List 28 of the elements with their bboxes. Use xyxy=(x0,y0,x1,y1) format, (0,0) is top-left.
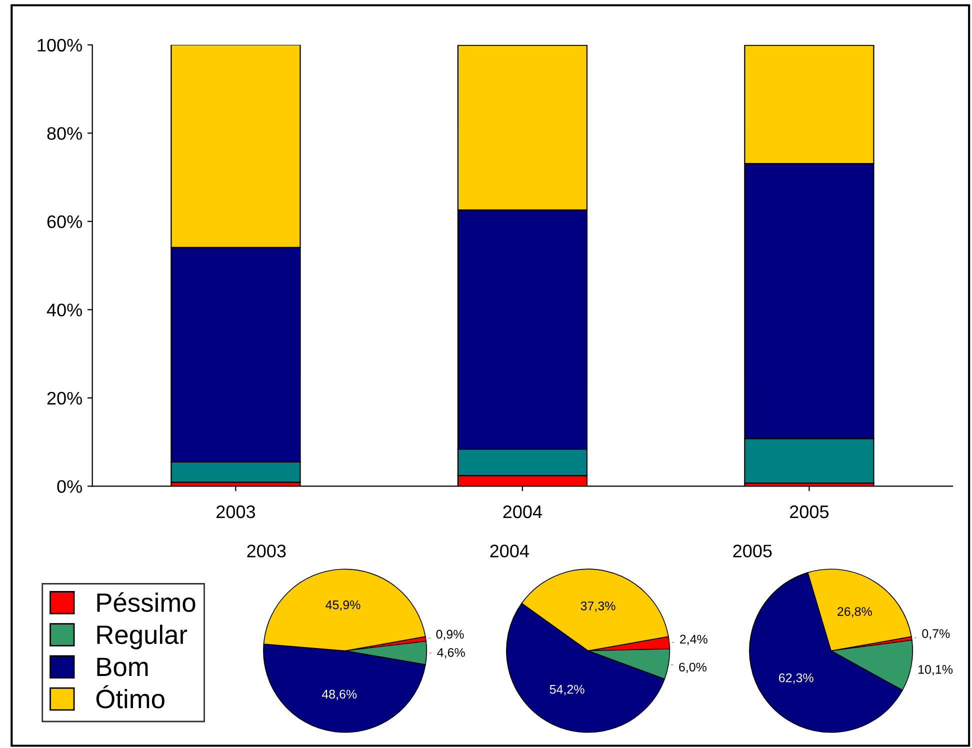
chart-title: 2005 xyxy=(733,544,772,558)
legend-label: Péssimo xyxy=(97,592,196,612)
y-tick-label: 0% xyxy=(57,480,82,493)
data-label: 62,3% xyxy=(779,673,814,684)
data-label: 10,1% xyxy=(918,664,953,676)
data-label: 4,6% xyxy=(437,648,465,658)
y-tick-label: 40% xyxy=(46,304,82,316)
data-label: 6,0% xyxy=(679,662,706,674)
y-tick-label: 20% xyxy=(47,392,82,405)
x-tick-label: 2005 xyxy=(790,505,829,518)
data-label: 2,4% xyxy=(680,634,708,646)
data-label: 0,9% xyxy=(436,630,464,640)
data-label: 37,3% xyxy=(580,602,616,612)
data-label: 45,9% xyxy=(326,600,360,611)
data-label: 26,8% xyxy=(838,607,872,618)
chart-title: 2004 xyxy=(490,544,529,558)
x-tick-label: 2003 xyxy=(216,505,255,518)
data-label: 54,2% xyxy=(550,684,584,696)
y-tick-label: 60% xyxy=(47,215,82,228)
legend-label: Bom xyxy=(97,658,148,676)
chart-title: 2003 xyxy=(247,544,286,558)
data-label: 48,6% xyxy=(322,690,357,700)
legend-label: Regular xyxy=(97,624,188,650)
y-tick-label: 100% xyxy=(38,38,82,52)
y-tick-label: 80% xyxy=(47,127,82,140)
legend-label: Ótimo xyxy=(96,685,164,708)
x-tick-label: 2004 xyxy=(503,505,542,518)
data-label: 0,7% xyxy=(922,629,950,640)
